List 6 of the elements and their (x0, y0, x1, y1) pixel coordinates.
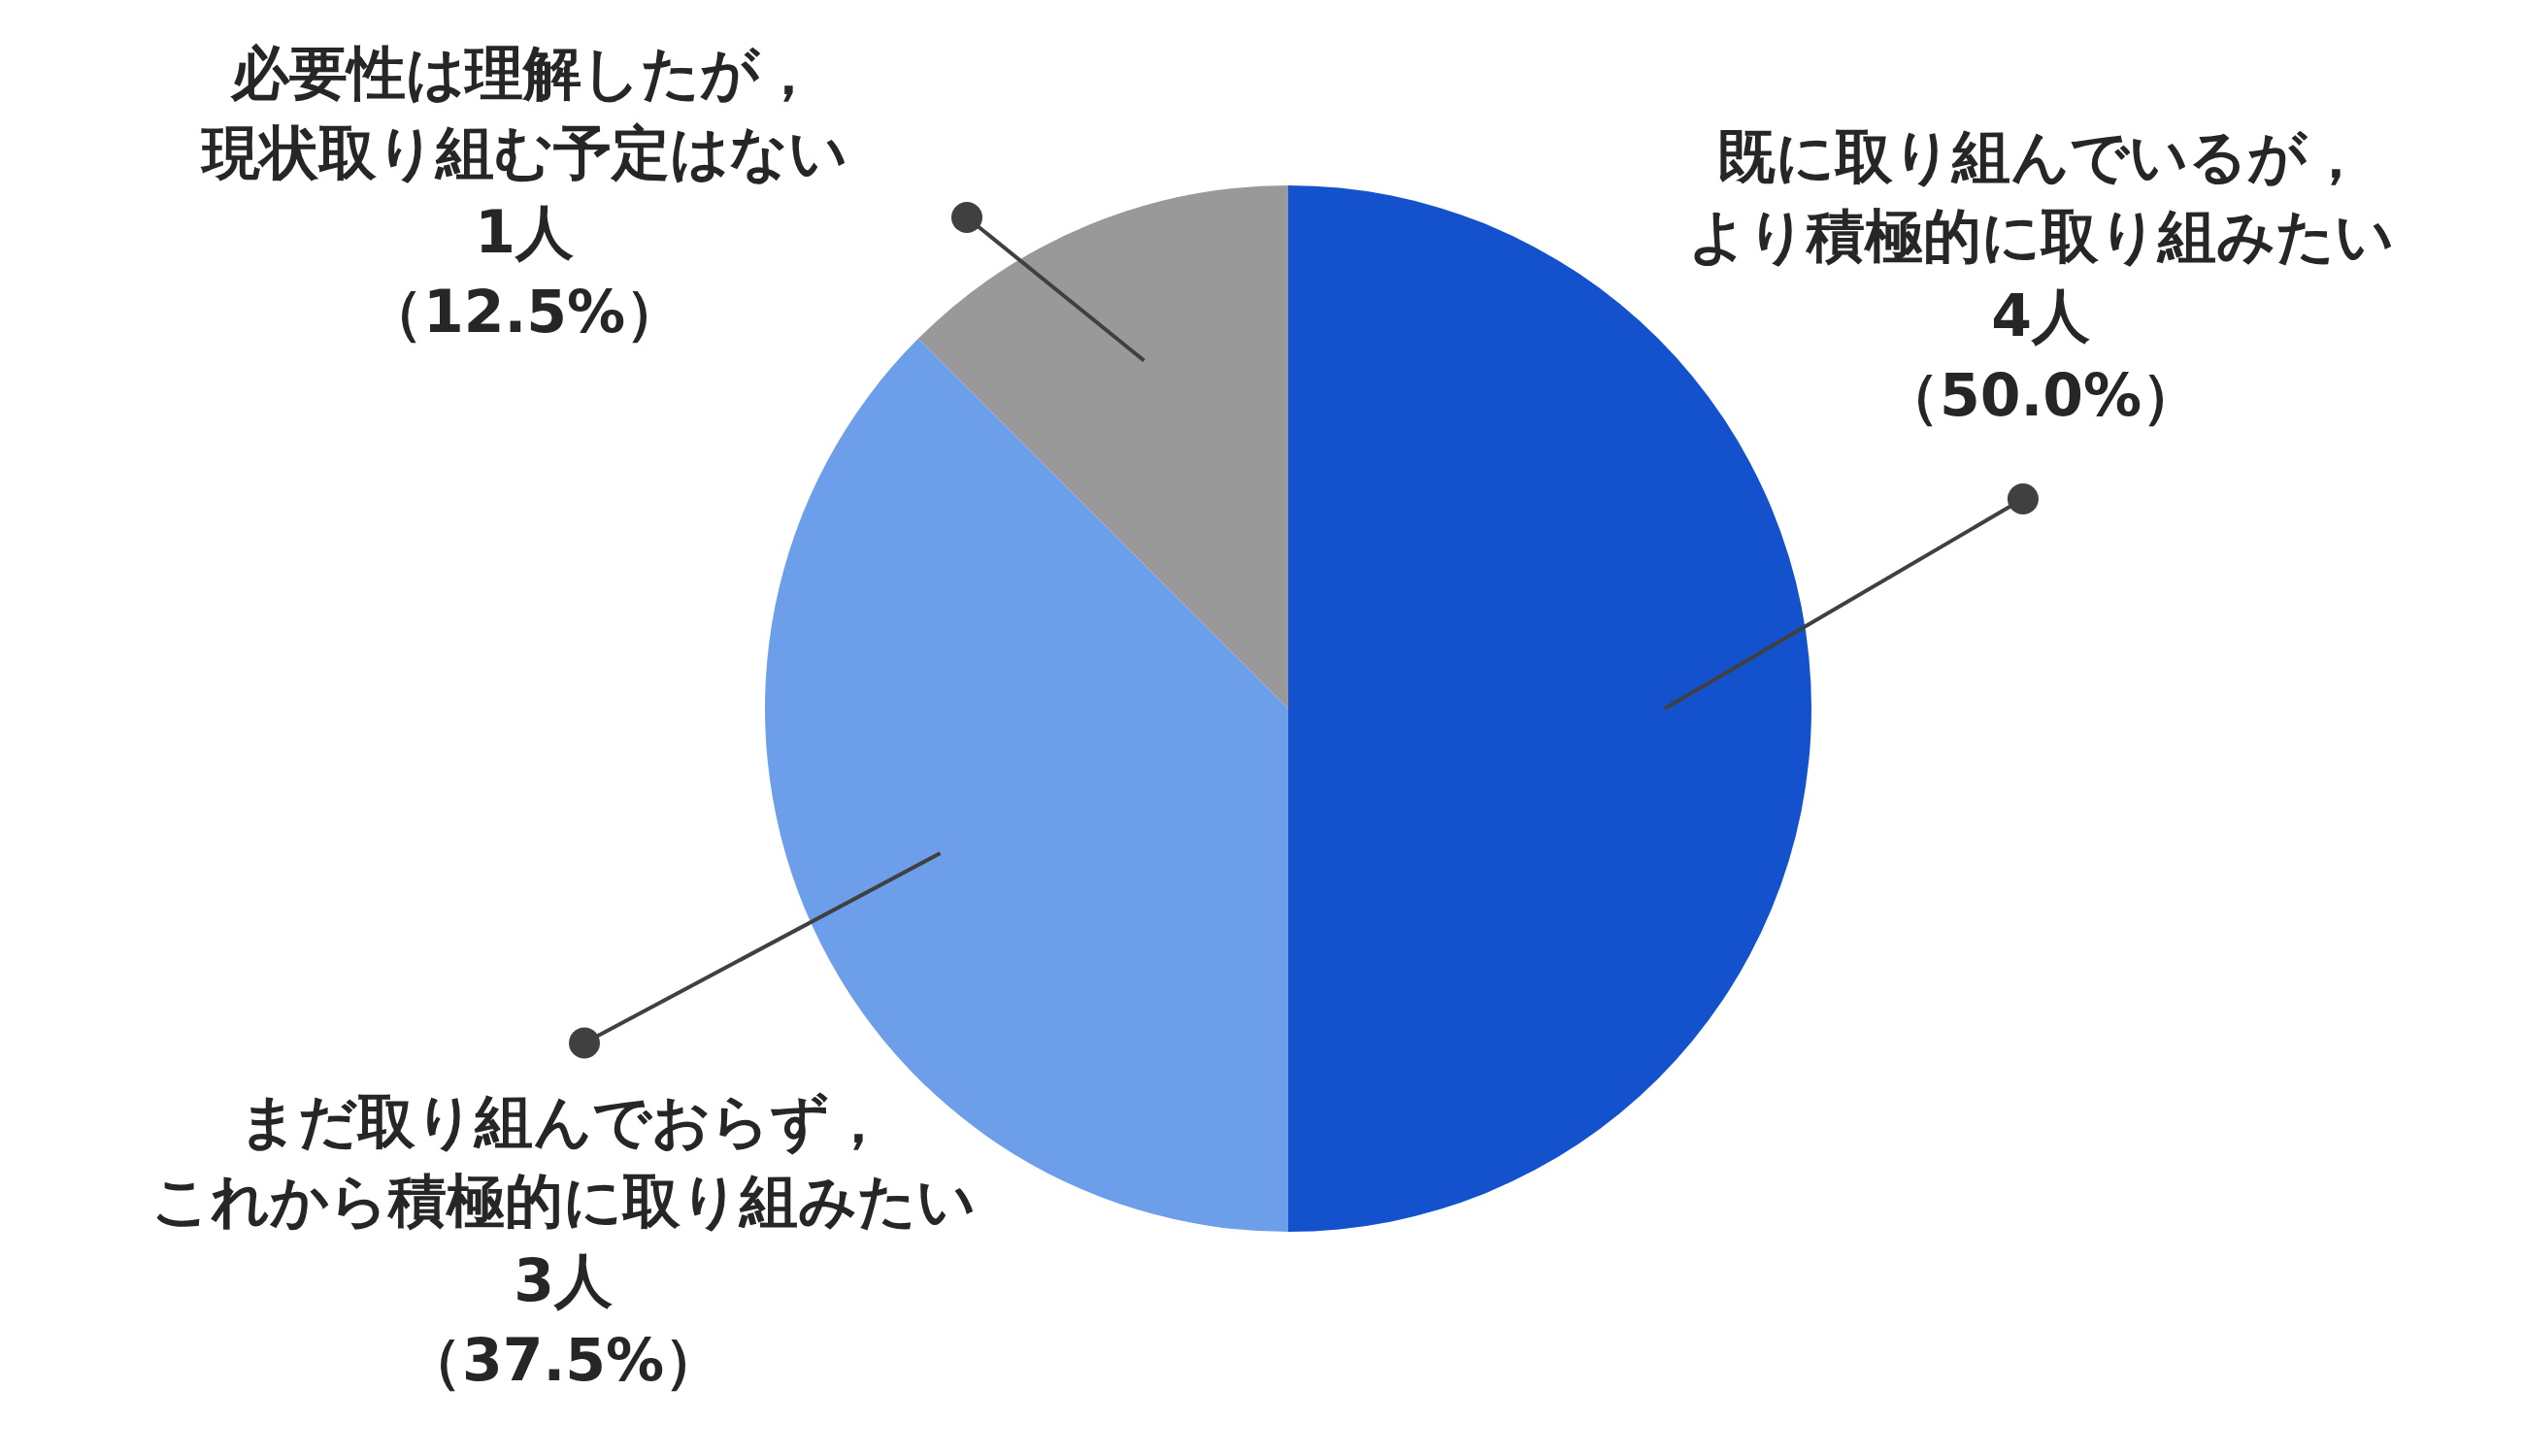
slice-label: 必要性は理解したが，現状取り組む予定はない (199, 38, 847, 186)
data-label: 4人（50.0%） (1880, 281, 2201, 429)
slice-label: まだ取り組んでおらず，これから積極的に取り組みたい (150, 1086, 976, 1235)
data-label: 1人（12.5%） (364, 197, 684, 346)
data-label: 3人（37.5%） (403, 1245, 723, 1394)
slice-label: 既に取り組んでいるが，より積極的に取り組みたい (1687, 121, 2394, 270)
